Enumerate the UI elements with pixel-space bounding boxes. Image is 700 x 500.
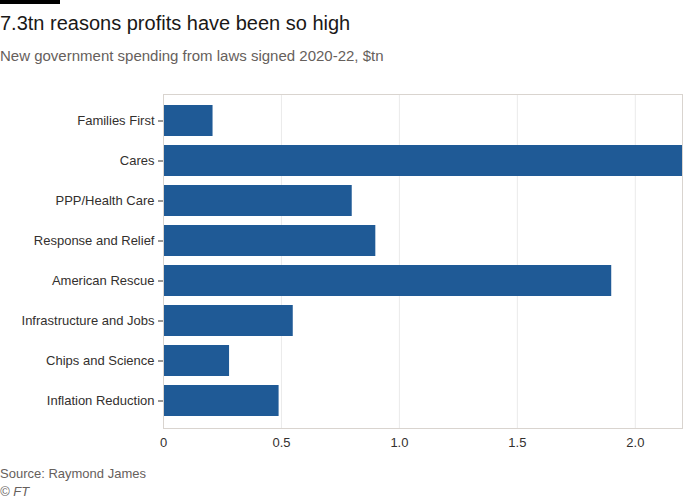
html-text:7.3tn reasons profits have bee: 7.3tn reasons profits have been so high xyxy=(0,12,351,34)
svg-text:Inflation Reduction: Inflation Reduction xyxy=(47,393,155,408)
html-text:© FT: © FT xyxy=(0,484,30,499)
svg-text:American Rescue: American Rescue xyxy=(52,273,155,288)
svg-text:PPP/Health Care: PPP/Health Care xyxy=(56,193,155,208)
html-text:New government spending from l: New government spending from laws signed… xyxy=(0,47,384,64)
svg-text:1.5: 1.5 xyxy=(508,435,526,450)
svg-text:Families First: Families First xyxy=(77,113,155,128)
svg-text:Infrastructure and Jobs: Infrastructure and Jobs xyxy=(22,313,155,328)
svg-text:Chips and Science: Chips and Science xyxy=(46,353,154,368)
svg-text:0.5: 0.5 xyxy=(272,435,290,450)
svg-text:Response and Relief: Response and Relief xyxy=(34,233,155,248)
svg-text:2.0: 2.0 xyxy=(626,435,644,450)
svg-text:0: 0 xyxy=(160,435,167,450)
svg-text:1.0: 1.0 xyxy=(390,435,408,450)
svg-text:Cares: Cares xyxy=(120,153,155,168)
html-text:Source: Raymond James: Source: Raymond James xyxy=(0,466,146,481)
